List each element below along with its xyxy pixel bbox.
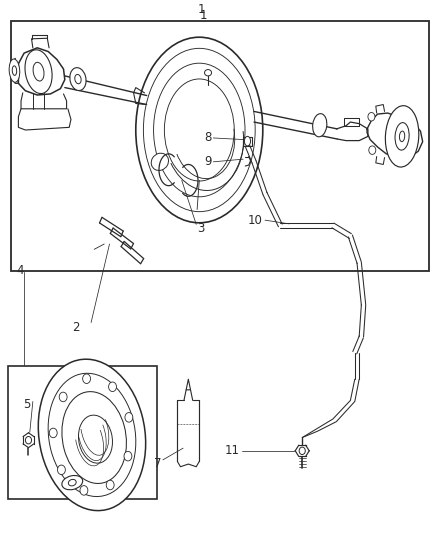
Ellipse shape [57, 465, 65, 474]
Ellipse shape [164, 79, 234, 181]
Ellipse shape [313, 114, 327, 137]
Ellipse shape [62, 475, 83, 490]
Ellipse shape [9, 59, 20, 82]
Ellipse shape [83, 374, 91, 383]
Ellipse shape [109, 382, 117, 392]
Ellipse shape [136, 37, 263, 223]
Ellipse shape [385, 106, 419, 167]
Ellipse shape [70, 68, 86, 91]
Bar [8, 366, 157, 498]
Ellipse shape [38, 359, 146, 511]
Text: 3: 3 [197, 222, 205, 235]
Text: 1: 1 [198, 3, 205, 16]
Ellipse shape [124, 451, 132, 461]
Ellipse shape [78, 415, 113, 463]
Ellipse shape [48, 373, 136, 497]
Ellipse shape [80, 486, 88, 495]
Text: 5: 5 [23, 398, 30, 411]
Ellipse shape [244, 136, 251, 146]
Ellipse shape [369, 146, 376, 155]
Ellipse shape [106, 480, 114, 490]
Ellipse shape [125, 413, 133, 422]
Bar [11, 21, 429, 271]
Ellipse shape [154, 63, 245, 197]
Ellipse shape [25, 437, 32, 444]
Ellipse shape [299, 447, 305, 455]
Text: 9: 9 [204, 155, 212, 168]
Ellipse shape [49, 428, 57, 438]
Ellipse shape [395, 123, 409, 150]
Text: 11: 11 [225, 445, 240, 457]
Ellipse shape [399, 131, 405, 142]
Ellipse shape [368, 112, 375, 121]
Ellipse shape [151, 153, 169, 171]
Ellipse shape [143, 49, 255, 212]
Text: 2: 2 [72, 321, 80, 334]
Ellipse shape [59, 392, 67, 402]
Text: 1: 1 [199, 10, 207, 22]
Ellipse shape [205, 69, 212, 76]
Ellipse shape [12, 66, 17, 75]
Text: 4: 4 [17, 264, 24, 277]
Text: 8: 8 [204, 132, 212, 144]
Ellipse shape [25, 50, 52, 94]
Ellipse shape [33, 62, 44, 81]
Text: 6: 6 [67, 458, 74, 472]
Ellipse shape [68, 479, 76, 486]
Text: 7: 7 [154, 456, 161, 470]
Ellipse shape [62, 392, 127, 483]
Ellipse shape [75, 75, 81, 84]
Text: 10: 10 [248, 214, 263, 227]
